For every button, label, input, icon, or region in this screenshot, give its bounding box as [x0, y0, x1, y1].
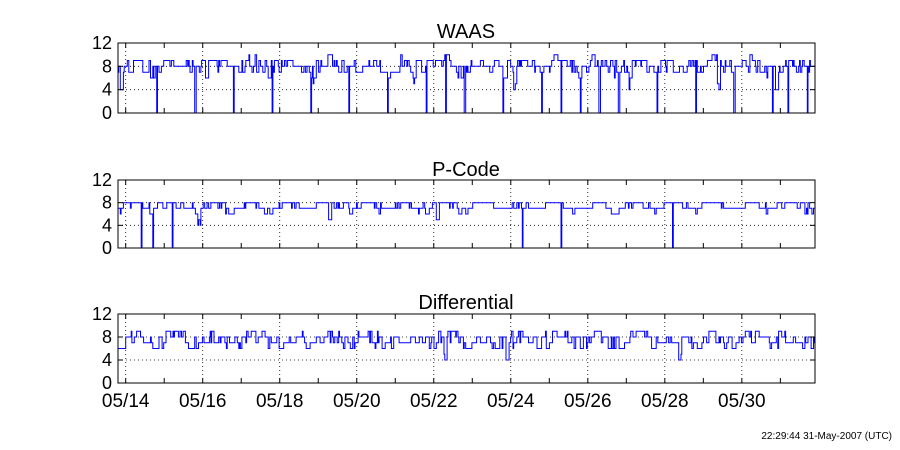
x-tick-label: 05/22 — [410, 391, 458, 412]
x-tick-label: 05/30 — [718, 391, 766, 412]
y-tick-label: 8 — [102, 327, 112, 347]
y-tick-label: 12 — [92, 33, 112, 53]
x-tick-label: 05/16 — [179, 391, 227, 412]
axes-frame — [117, 42, 816, 114]
y-tick-label: 12 — [92, 170, 112, 190]
x-tick-label: 05/14 — [102, 391, 150, 412]
y-tick-label: 8 — [102, 193, 112, 213]
axes-frame — [117, 179, 816, 249]
panel-title: P-Code — [432, 159, 500, 181]
y-tick-label: 12 — [92, 304, 112, 324]
x-tick-labels: 05/14 05/16 05/18 05/20 05/22 05/24 05/26 05/28… — [102, 391, 766, 412]
panel-waas: WAAS 0 4 8 12 — [92, 21, 816, 123]
y-tick-label: 0 — [102, 103, 112, 123]
series-line — [118, 54, 815, 114]
series-line — [118, 330, 816, 361]
x-tick-label: 05/28 — [641, 391, 689, 412]
x-tick-label: 05/24 — [487, 391, 535, 412]
panel-title: Differential — [418, 292, 513, 314]
panel-p-code: P-Code 0 48 12 — [92, 159, 816, 258]
y-tick-label: 4 — [102, 80, 112, 100]
panel-title: WAAS — [437, 21, 495, 43]
plot-area — [118, 43, 815, 113]
y-tick-label: 4 — [102, 215, 112, 235]
x-tick-label: 05/20 — [333, 391, 381, 412]
y-tick-label: 0 — [102, 238, 112, 258]
axes-frame — [117, 313, 816, 384]
y-tick-label: 8 — [102, 56, 112, 76]
x-tick-label: 05/26 — [564, 391, 612, 412]
x-tick-label: 05/18 — [256, 391, 304, 412]
panel-differential: Differential 0 4 8 12 — [92, 292, 816, 393]
generation-timestamp: 22:29:44 31-May-2007 (UTC) — [761, 431, 892, 442]
y-tick-label: 4 — [102, 350, 112, 370]
series-line — [118, 202, 815, 249]
y-tick-label: 0 — [102, 373, 112, 393]
